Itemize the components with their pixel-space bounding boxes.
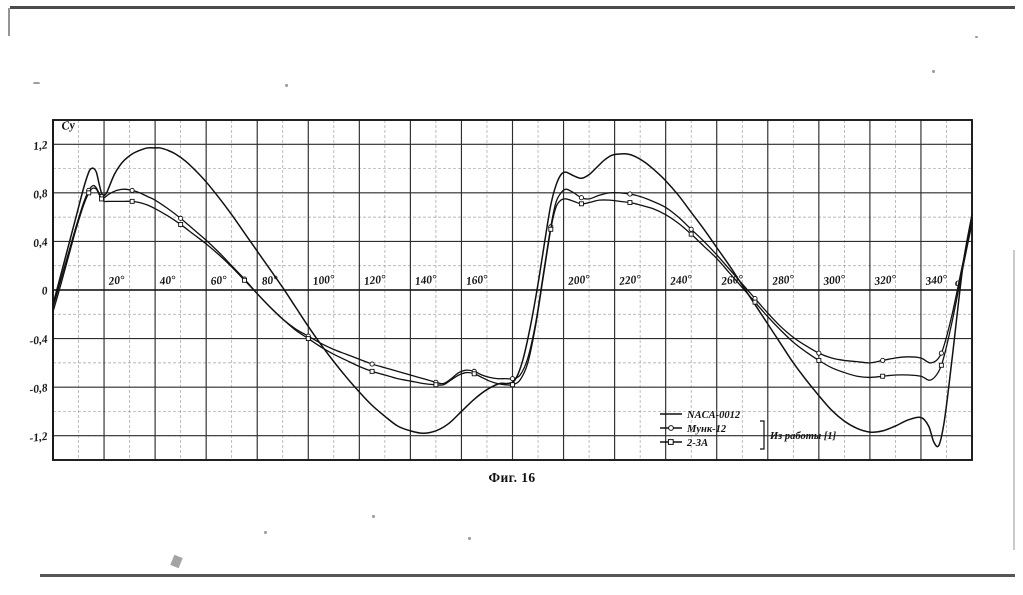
series-2- bbox=[52, 187, 973, 388]
data-point-marker bbox=[510, 382, 515, 388]
series-naca-0012 bbox=[52, 146, 973, 448]
x-tick-label: 140° bbox=[414, 273, 438, 288]
scan-speck bbox=[932, 70, 935, 73]
legend-item: 2-ЗА bbox=[660, 438, 708, 449]
scan-border-right bbox=[1013, 250, 1015, 550]
x-tick-label: 80° bbox=[261, 274, 279, 288]
data-point-marker bbox=[471, 371, 477, 377]
data-point-marker bbox=[938, 362, 944, 368]
x-axis-title: α bbox=[955, 275, 962, 289]
data-point-marker bbox=[880, 373, 886, 379]
legend-marker-square bbox=[667, 439, 674, 445]
data-point-marker bbox=[938, 350, 944, 356]
y-axis-tick-labels: -1,2 -0,8 -0,4 0 0,4 0,8 1,2 bbox=[29, 139, 49, 445]
scan-border-bottom bbox=[40, 574, 1015, 577]
x-tick-label: 120° bbox=[363, 273, 387, 288]
scan-speck bbox=[264, 531, 267, 534]
y-tick-label: 0,8 bbox=[33, 188, 49, 202]
axis-titles: Cy α bbox=[61, 117, 962, 289]
series-line bbox=[52, 146, 973, 448]
series-layer bbox=[52, 146, 973, 448]
x-tick-label: 280° bbox=[771, 273, 796, 288]
x-tick-label: 260° bbox=[720, 273, 745, 288]
data-point-marker bbox=[99, 196, 104, 202]
data-point-marker bbox=[509, 376, 516, 382]
scan-speck bbox=[372, 515, 375, 518]
data-point-marker bbox=[880, 357, 886, 363]
x-axis-tick-labels: 20° 40° 60° 80° 100° 120° 140° 160° 200° 220° 240°… bbox=[107, 273, 948, 288]
data-point-marker bbox=[578, 195, 584, 201]
y-tick-label: 0,4 bbox=[33, 236, 49, 250]
legend-label: 2-ЗА bbox=[686, 438, 708, 449]
scan-speck bbox=[33, 82, 40, 84]
caption-text: Фиг. 16 bbox=[488, 470, 535, 485]
data-point-marker bbox=[548, 226, 554, 232]
x-tick-label: 40° bbox=[158, 274, 177, 288]
data-point-marker bbox=[369, 368, 375, 374]
scan-speck bbox=[975, 36, 978, 38]
figure-caption: Фиг. 16 bbox=[488, 470, 535, 485]
scan-border-left bbox=[8, 8, 10, 36]
data-point-marker bbox=[369, 361, 375, 367]
x-tick-label: 320° bbox=[873, 273, 898, 288]
legend-bracket-note: Из работы [1] bbox=[769, 431, 837, 442]
data-point-marker bbox=[305, 336, 311, 342]
y-tick-label: -1,2 bbox=[29, 431, 49, 445]
x-tick-label: 240° bbox=[669, 273, 694, 288]
legend-label: Мунк-12 bbox=[686, 424, 727, 435]
data-point-marker bbox=[627, 191, 633, 197]
x-tick-label: 60° bbox=[210, 274, 228, 288]
x-tick-label: 200° bbox=[566, 273, 591, 288]
y-tick-label: -0,4 bbox=[29, 334, 49, 348]
y-tick-label: -0,8 bbox=[29, 382, 49, 396]
data-point-marker bbox=[86, 190, 92, 196]
x-tick-label: 340° bbox=[924, 273, 949, 288]
x-tick-label: 20° bbox=[107, 274, 126, 288]
data-point-marker bbox=[178, 221, 184, 227]
data-point-marker bbox=[578, 201, 584, 207]
data-point-marker bbox=[242, 277, 247, 283]
data-point-marker bbox=[816, 350, 822, 356]
data-point-marker bbox=[816, 357, 822, 363]
data-point-marker bbox=[178, 215, 184, 221]
legend-label: NACA-0012 bbox=[686, 410, 741, 421]
legend-item: NACA-0012 bbox=[660, 410, 741, 421]
y-axis-title: Cy bbox=[61, 117, 77, 133]
scan-border-top bbox=[10, 6, 1015, 9]
legend-item: Мунк-12 bbox=[660, 424, 727, 435]
data-point-marker bbox=[129, 187, 135, 193]
legend-bracket bbox=[760, 420, 765, 450]
legend: NACA-0012 Мунк-12 2-ЗА Из работы [1] bbox=[660, 410, 837, 450]
series-line bbox=[52, 184, 973, 385]
data-point-marker bbox=[433, 382, 439, 388]
data-point-marker bbox=[752, 299, 758, 305]
x-tick-label: 160° bbox=[465, 273, 489, 288]
y-tick-label: 1,2 bbox=[33, 139, 49, 153]
y-tick-label: 0 bbox=[41, 285, 48, 298]
scan-speck bbox=[468, 537, 471, 540]
scan-speck bbox=[285, 84, 288, 87]
data-point-marker bbox=[688, 226, 694, 232]
data-point-marker bbox=[129, 198, 135, 204]
plot-frame bbox=[52, 119, 973, 461]
x-tick-label: 100° bbox=[312, 273, 336, 288]
x-tick-label: 220° bbox=[618, 273, 643, 288]
data-point-marker bbox=[688, 231, 694, 237]
data-point-marker bbox=[627, 200, 633, 206]
series-line bbox=[52, 187, 973, 386]
x-tick-label: 300° bbox=[822, 273, 847, 288]
legend-marker-circle bbox=[668, 425, 674, 431]
